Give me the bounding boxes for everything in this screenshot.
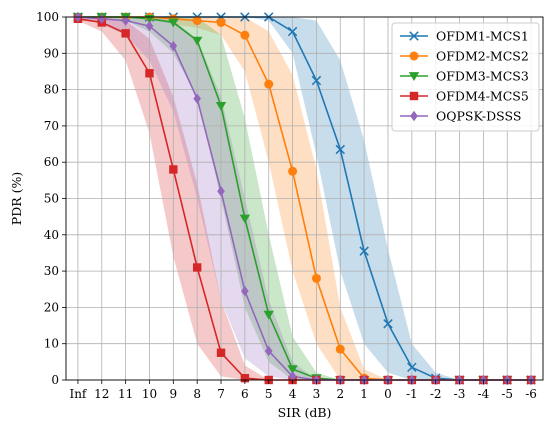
point-series-1 — [287, 26, 298, 37]
x-tick-label: 6 — [241, 387, 249, 401]
series-markers — [72, 11, 537, 386]
y-tick-label: 30 — [44, 264, 59, 278]
y-axis-label: PDR (%) — [9, 172, 24, 225]
point-series-3 — [239, 214, 251, 224]
band-series-5 — [77, 17, 532, 380]
x-tick-label: -3 — [454, 387, 466, 401]
legend: OFDM1-MCS1 OFDM2-MCS2 OFDM3-MCS3 OFDM4-MCS5… — [391, 22, 540, 132]
x-tick-label: -4 — [478, 387, 490, 401]
x-tick-label: -6 — [525, 387, 537, 401]
y-tick-label: 40 — [44, 228, 59, 242]
legend-swatch-marker — [409, 31, 419, 41]
x-tick-label: 7 — [217, 387, 225, 401]
point-series-2 — [335, 344, 345, 354]
x-axis-label: SIR (dB) — [278, 405, 332, 420]
legend-entry-3: OFDM3-MCS3 — [436, 69, 529, 84]
x-tick-label: -5 — [501, 387, 513, 401]
x-tick-label: 12 — [94, 387, 109, 401]
point-series-4 — [240, 373, 250, 383]
legend-entry-2: OFDM2-MCS2 — [436, 49, 529, 64]
legend-swatch-marker — [409, 91, 419, 101]
legend-swatch-marker — [409, 51, 419, 61]
point-series-4 — [169, 165, 178, 174]
legend-entry-5: OQPSK-DSSS — [436, 109, 521, 124]
point-series-5 — [97, 13, 106, 25]
y-tick-label: 80 — [44, 83, 59, 97]
y-tick-label: 50 — [44, 192, 59, 206]
grid-lines — [66, 16, 543, 381]
legend-entry-1: OFDM1-MCS1 — [436, 29, 529, 44]
point-series-1 — [311, 75, 322, 86]
x-tick-label: 4 — [289, 387, 297, 401]
y-tick-label: 90 — [44, 46, 59, 60]
y-tick-label: 0 — [51, 373, 59, 387]
point-series-5 — [121, 15, 130, 26]
point-series-3 — [287, 365, 298, 375]
x-tick-label: -1 — [406, 387, 418, 401]
point-series-3 — [191, 36, 203, 46]
x-tick-label: Inf — [69, 387, 87, 401]
point-series-2 — [264, 79, 274, 89]
x-tick-label: 11 — [118, 387, 133, 401]
y-tick-label: 100 — [36, 10, 59, 24]
point-series-5 — [264, 345, 273, 357]
point-series-2 — [192, 16, 202, 26]
point-series-4 — [145, 69, 154, 78]
y-tick-label: 10 — [44, 337, 59, 351]
point-series-5 — [217, 186, 225, 197]
point-series-3 — [168, 18, 179, 28]
y-tick-label: 70 — [44, 119, 59, 133]
legend-box — [391, 22, 540, 132]
x-tick-label: 2 — [336, 387, 344, 401]
x-tick-label: 10 — [142, 387, 157, 401]
x-tick-label: 0 — [384, 387, 392, 401]
point-series-3 — [215, 102, 227, 111]
y-tick-label: 60 — [44, 155, 59, 169]
x-tick-label: 1 — [360, 387, 368, 401]
x-tick-label: 3 — [313, 387, 321, 401]
y-axis-ticks: 0 10 20 30 40 50 60 70 80 90 100 — [36, 10, 66, 387]
legend-entry-4: OFDM4-MCS5 — [436, 89, 529, 104]
legend-swatch-marker — [408, 72, 420, 81]
y-tick-label: 20 — [44, 300, 59, 314]
x-tick-label: 9 — [170, 387, 178, 401]
x-tick-label: -2 — [430, 387, 442, 401]
legend-swatch-marker — [410, 110, 418, 122]
x-tick-label: 5 — [265, 387, 273, 401]
point-series-4 — [121, 29, 130, 38]
x-tick-label: 8 — [193, 387, 201, 401]
point-series-1 — [335, 144, 346, 155]
point-series-1 — [407, 362, 417, 373]
point-series-5 — [288, 371, 297, 382]
point-series-5 — [193, 93, 201, 104]
point-series-4 — [216, 348, 226, 357]
point-series-3 — [263, 310, 274, 320]
point-series-5 — [145, 20, 154, 32]
point-series-5 — [169, 40, 178, 52]
point-series-5 — [241, 285, 249, 297]
point-series-1 — [359, 246, 369, 256]
point-series-2 — [216, 17, 226, 27]
point-series-1 — [383, 319, 393, 329]
x-axis-ticks: Inf 12 11 10 9 8 7 6 5 4 3 2 1 0 -1 -2 -3 -4 -5 -6 — [69, 380, 537, 401]
point-series-2 — [311, 273, 321, 283]
point-series-2 — [288, 166, 298, 176]
point-series-2 — [240, 30, 250, 40]
point-series-4 — [192, 263, 202, 272]
band-series-4 — [77, 17, 532, 380]
